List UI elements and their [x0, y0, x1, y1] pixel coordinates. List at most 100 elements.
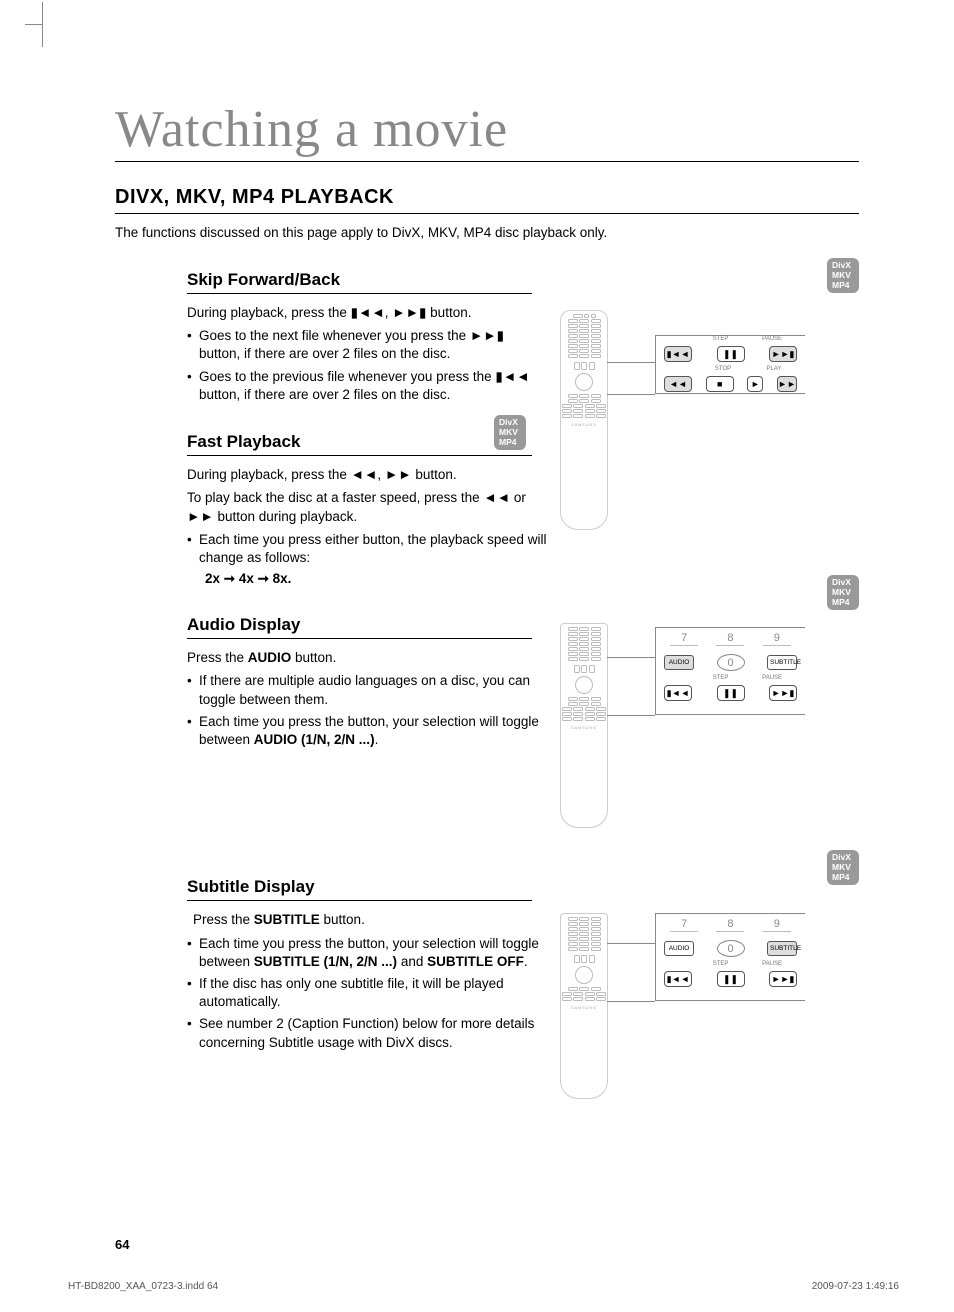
- connector-line: [607, 1001, 655, 1002]
- text: Press the: [187, 650, 248, 665]
- next-button: ►►▮: [769, 971, 797, 987]
- subtitle-bold: SUBTITLE: [254, 912, 320, 927]
- connector-line: [607, 362, 655, 363]
- rewind-icon: ◄◄: [483, 490, 510, 505]
- remote-diagram: SAMSUNG: [560, 623, 608, 828]
- page-number: 64: [115, 1237, 129, 1252]
- fast-line2: To play back the disc at a faster speed,…: [187, 489, 547, 525]
- remote-diagram: SAMSUNG: [560, 310, 608, 530]
- remote-inner: SAMSUNG: [561, 914, 607, 1013]
- skip-heading: Skip Forward/Back: [187, 270, 532, 294]
- fastfwd-icon: ►►: [187, 509, 214, 524]
- play-button: ►: [747, 376, 763, 392]
- ff-button: ►►: [777, 376, 797, 392]
- list-item: Goes to the previous file whenever you p…: [187, 368, 547, 404]
- list-item: If there are multiple audio languages on…: [187, 672, 547, 708]
- badge-line: MP4: [499, 438, 521, 448]
- rewind-button: ◄◄: [664, 376, 692, 392]
- list-item: Each time you press the button, your sel…: [187, 713, 547, 749]
- num-9: 9: [763, 632, 791, 646]
- list-item: If the disc has only one subtitle file, …: [187, 975, 547, 1011]
- step-label: STEP: [713, 675, 729, 681]
- stop-button: ■: [706, 376, 734, 392]
- connector-line: [607, 715, 655, 716]
- format-badge: DivX MKV MP4: [494, 415, 526, 450]
- num-8: 8: [716, 918, 744, 932]
- badge-line: MP4: [832, 281, 854, 291]
- format-badge: DivX MKV MP4: [827, 575, 859, 610]
- prev-button: ▮◄◄: [664, 685, 692, 701]
- num-row: 7 8 9: [656, 914, 805, 936]
- list-item: Each time you press the button, your sel…: [187, 935, 547, 971]
- prev-icon: ▮◄◄: [351, 305, 385, 320]
- text: Goes to the previous file whenever you p…: [199, 369, 495, 384]
- audio-line1: Press the AUDIO button.: [187, 649, 547, 667]
- skip-bullets: Goes to the next file whenever you press…: [187, 327, 547, 404]
- text: button.: [426, 305, 471, 320]
- text: button, if there are over 2 files on the…: [199, 346, 450, 361]
- fast-bullets: Each time you press either button, the p…: [187, 531, 547, 567]
- text: and: [397, 954, 427, 969]
- format-badge: DivX MKV MP4: [827, 258, 859, 293]
- zoom-box-audio: 7 8 9 AUDIO 0 SUBTITLE STEP PAUSE ▮◄◄ ❚❚…: [655, 627, 805, 715]
- connector-line: [607, 394, 655, 395]
- list-item: See number 2 (Caption Function) below fo…: [187, 1015, 547, 1051]
- footer-filename: HT-BD8200_XAA_0723-3.indd 64: [68, 1281, 218, 1292]
- button-row: ▮◄◄ ❚❚ ►►▮: [656, 967, 805, 991]
- section-fast: Fast Playback During playback, press the…: [115, 432, 859, 587]
- audio-heading: Audio Display: [187, 615, 532, 639]
- play-label: PLAY: [766, 366, 781, 372]
- num-7: 7: [670, 918, 698, 932]
- remote-diagram: SAMSUNG: [560, 913, 608, 1099]
- button-row: ▮◄◄ ❚❚ ►►▮: [656, 681, 805, 705]
- fastfwd-icon: ►►: [385, 467, 412, 482]
- zoom-box-skip: STEP PAUSE ▮◄◄ ❚❚ ►►▮ STOP PLAY ◄◄ ■ ► ►…: [655, 335, 805, 394]
- subtitle-line1: Press the SUBTITLE button.: [193, 911, 553, 929]
- skip-line1: During playback, press the ▮◄◄, ►►▮ butt…: [187, 304, 547, 322]
- prev-button: ▮◄◄: [664, 971, 692, 987]
- subtitle-heading: Subtitle Display: [187, 877, 532, 901]
- rewind-icon: ◄◄: [351, 467, 378, 482]
- text: button.: [320, 912, 365, 927]
- num-0: 0: [717, 940, 745, 957]
- num-row: 7 8 9: [656, 628, 805, 650]
- page-content: Watching a movie DIVX, MKV, MP4 PLAYBACK…: [0, 0, 954, 1312]
- speed-text: 2x ➞ 4x ➞ 8x.: [205, 571, 859, 587]
- button-row: ▮◄◄ ❚❚ ►►▮: [656, 342, 805, 366]
- next-button: ►►▮: [769, 685, 797, 701]
- text: During playback, press the: [187, 467, 351, 482]
- text: During playback, press the: [187, 305, 351, 320]
- num-9: 9: [763, 918, 791, 932]
- text: or: [510, 490, 526, 505]
- connector-line: [607, 657, 655, 658]
- button-row: AUDIO 0 SUBTITLE: [656, 650, 805, 675]
- num-8: 8: [716, 632, 744, 646]
- next-icon: ►►▮: [470, 328, 504, 343]
- remote-inner: SAMSUNG: [561, 624, 607, 733]
- main-heading: DIVX, MKV, MP4 PLAYBACK: [115, 186, 859, 214]
- bold: SUBTITLE OFF: [427, 954, 524, 969]
- text: button, if there are over 2 files on the…: [199, 387, 450, 402]
- fast-heading: Fast Playback: [187, 432, 532, 456]
- text: button during playback.: [214, 509, 357, 524]
- text: To play back the disc at a faster speed,…: [187, 490, 483, 505]
- num-7: 7: [670, 632, 698, 646]
- button-row: AUDIO 0 SUBTITLE: [656, 936, 805, 961]
- text: Press the: [193, 912, 254, 927]
- badge-line: MP4: [832, 598, 854, 608]
- audio-button: AUDIO: [664, 941, 694, 956]
- subtitle-bullets: Each time you press the button, your sel…: [187, 935, 547, 1052]
- pause-label: PAUSE: [762, 336, 782, 342]
- connector-line: [607, 943, 655, 944]
- pause-label: PAUSE: [762, 675, 782, 681]
- brand-text: SAMSUNG: [571, 422, 597, 427]
- page-title: Watching a movie: [115, 100, 859, 162]
- subtitle-button: SUBTITLE: [767, 941, 797, 956]
- footer-timestamp: 2009-07-23 1:49:16: [812, 1281, 899, 1292]
- pause-button: ❚❚: [717, 685, 745, 701]
- zoom-box-subtitle: 7 8 9 AUDIO 0 SUBTITLE STEP PAUSE ▮◄◄ ❚❚…: [655, 913, 805, 1001]
- subtitle-button: SUBTITLE: [767, 655, 797, 670]
- audio-button: AUDIO: [664, 655, 694, 670]
- next-button: ►►▮: [769, 346, 797, 362]
- bold: AUDIO (1/N, 2/N ...): [254, 732, 375, 747]
